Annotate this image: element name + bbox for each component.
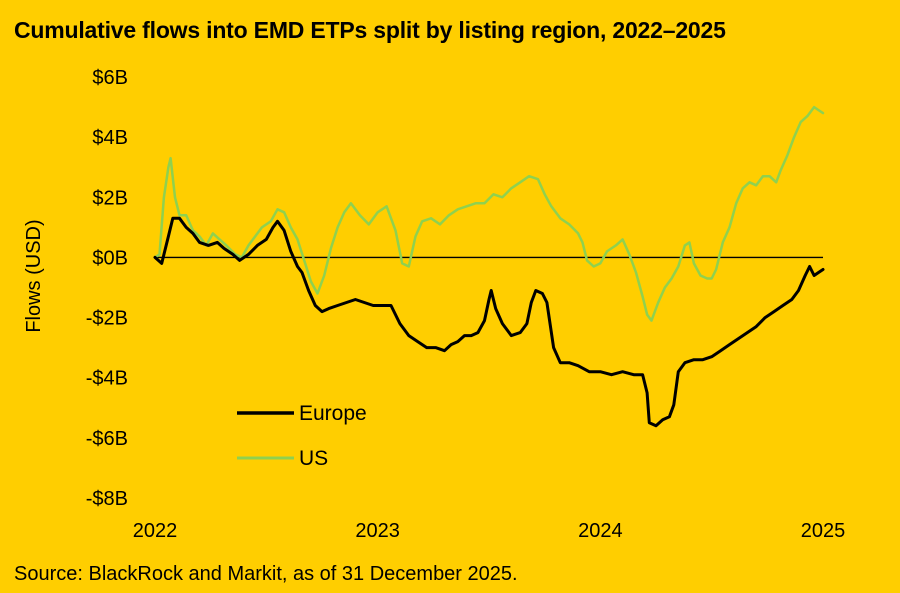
- x-tick-label: 2024: [578, 520, 623, 542]
- x-tick-label: 2022: [133, 520, 178, 542]
- y-tick-label: $4B: [92, 127, 128, 149]
- y-tick-label: -$4B: [86, 368, 128, 390]
- series-lines: [153, 105, 825, 428]
- y-tick-label: -$8B: [86, 488, 128, 510]
- series-line-us: [153, 105, 825, 322]
- x-tick-label: 2025: [801, 520, 846, 542]
- legend: Europe US: [237, 402, 367, 470]
- chart-title: Cumulative flows into EMD ETPs split by …: [14, 17, 726, 43]
- y-axis-label: Flows (USD): [23, 219, 45, 332]
- y-tick-label: $6B: [92, 67, 128, 89]
- y-tick-label: $2B: [92, 187, 128, 209]
- y-axis-ticks: $6B $4B $2B $0B -$2B -$4B -$6B -$8B: [86, 67, 128, 510]
- legend-label-europe: Europe: [299, 402, 367, 425]
- series-line-europe: [153, 216, 825, 428]
- x-tick-label: 2023: [355, 520, 400, 542]
- y-tick-label: $0B: [92, 247, 128, 269]
- source-note: Source: BlackRock and Markit, as of 31 D…: [14, 563, 518, 585]
- legend-label-us: US: [299, 447, 328, 470]
- y-tick-label: -$6B: [86, 428, 128, 450]
- y-tick-label: -$2B: [86, 308, 128, 330]
- x-axis-ticks: 2022 2023 2024 2025: [133, 520, 846, 542]
